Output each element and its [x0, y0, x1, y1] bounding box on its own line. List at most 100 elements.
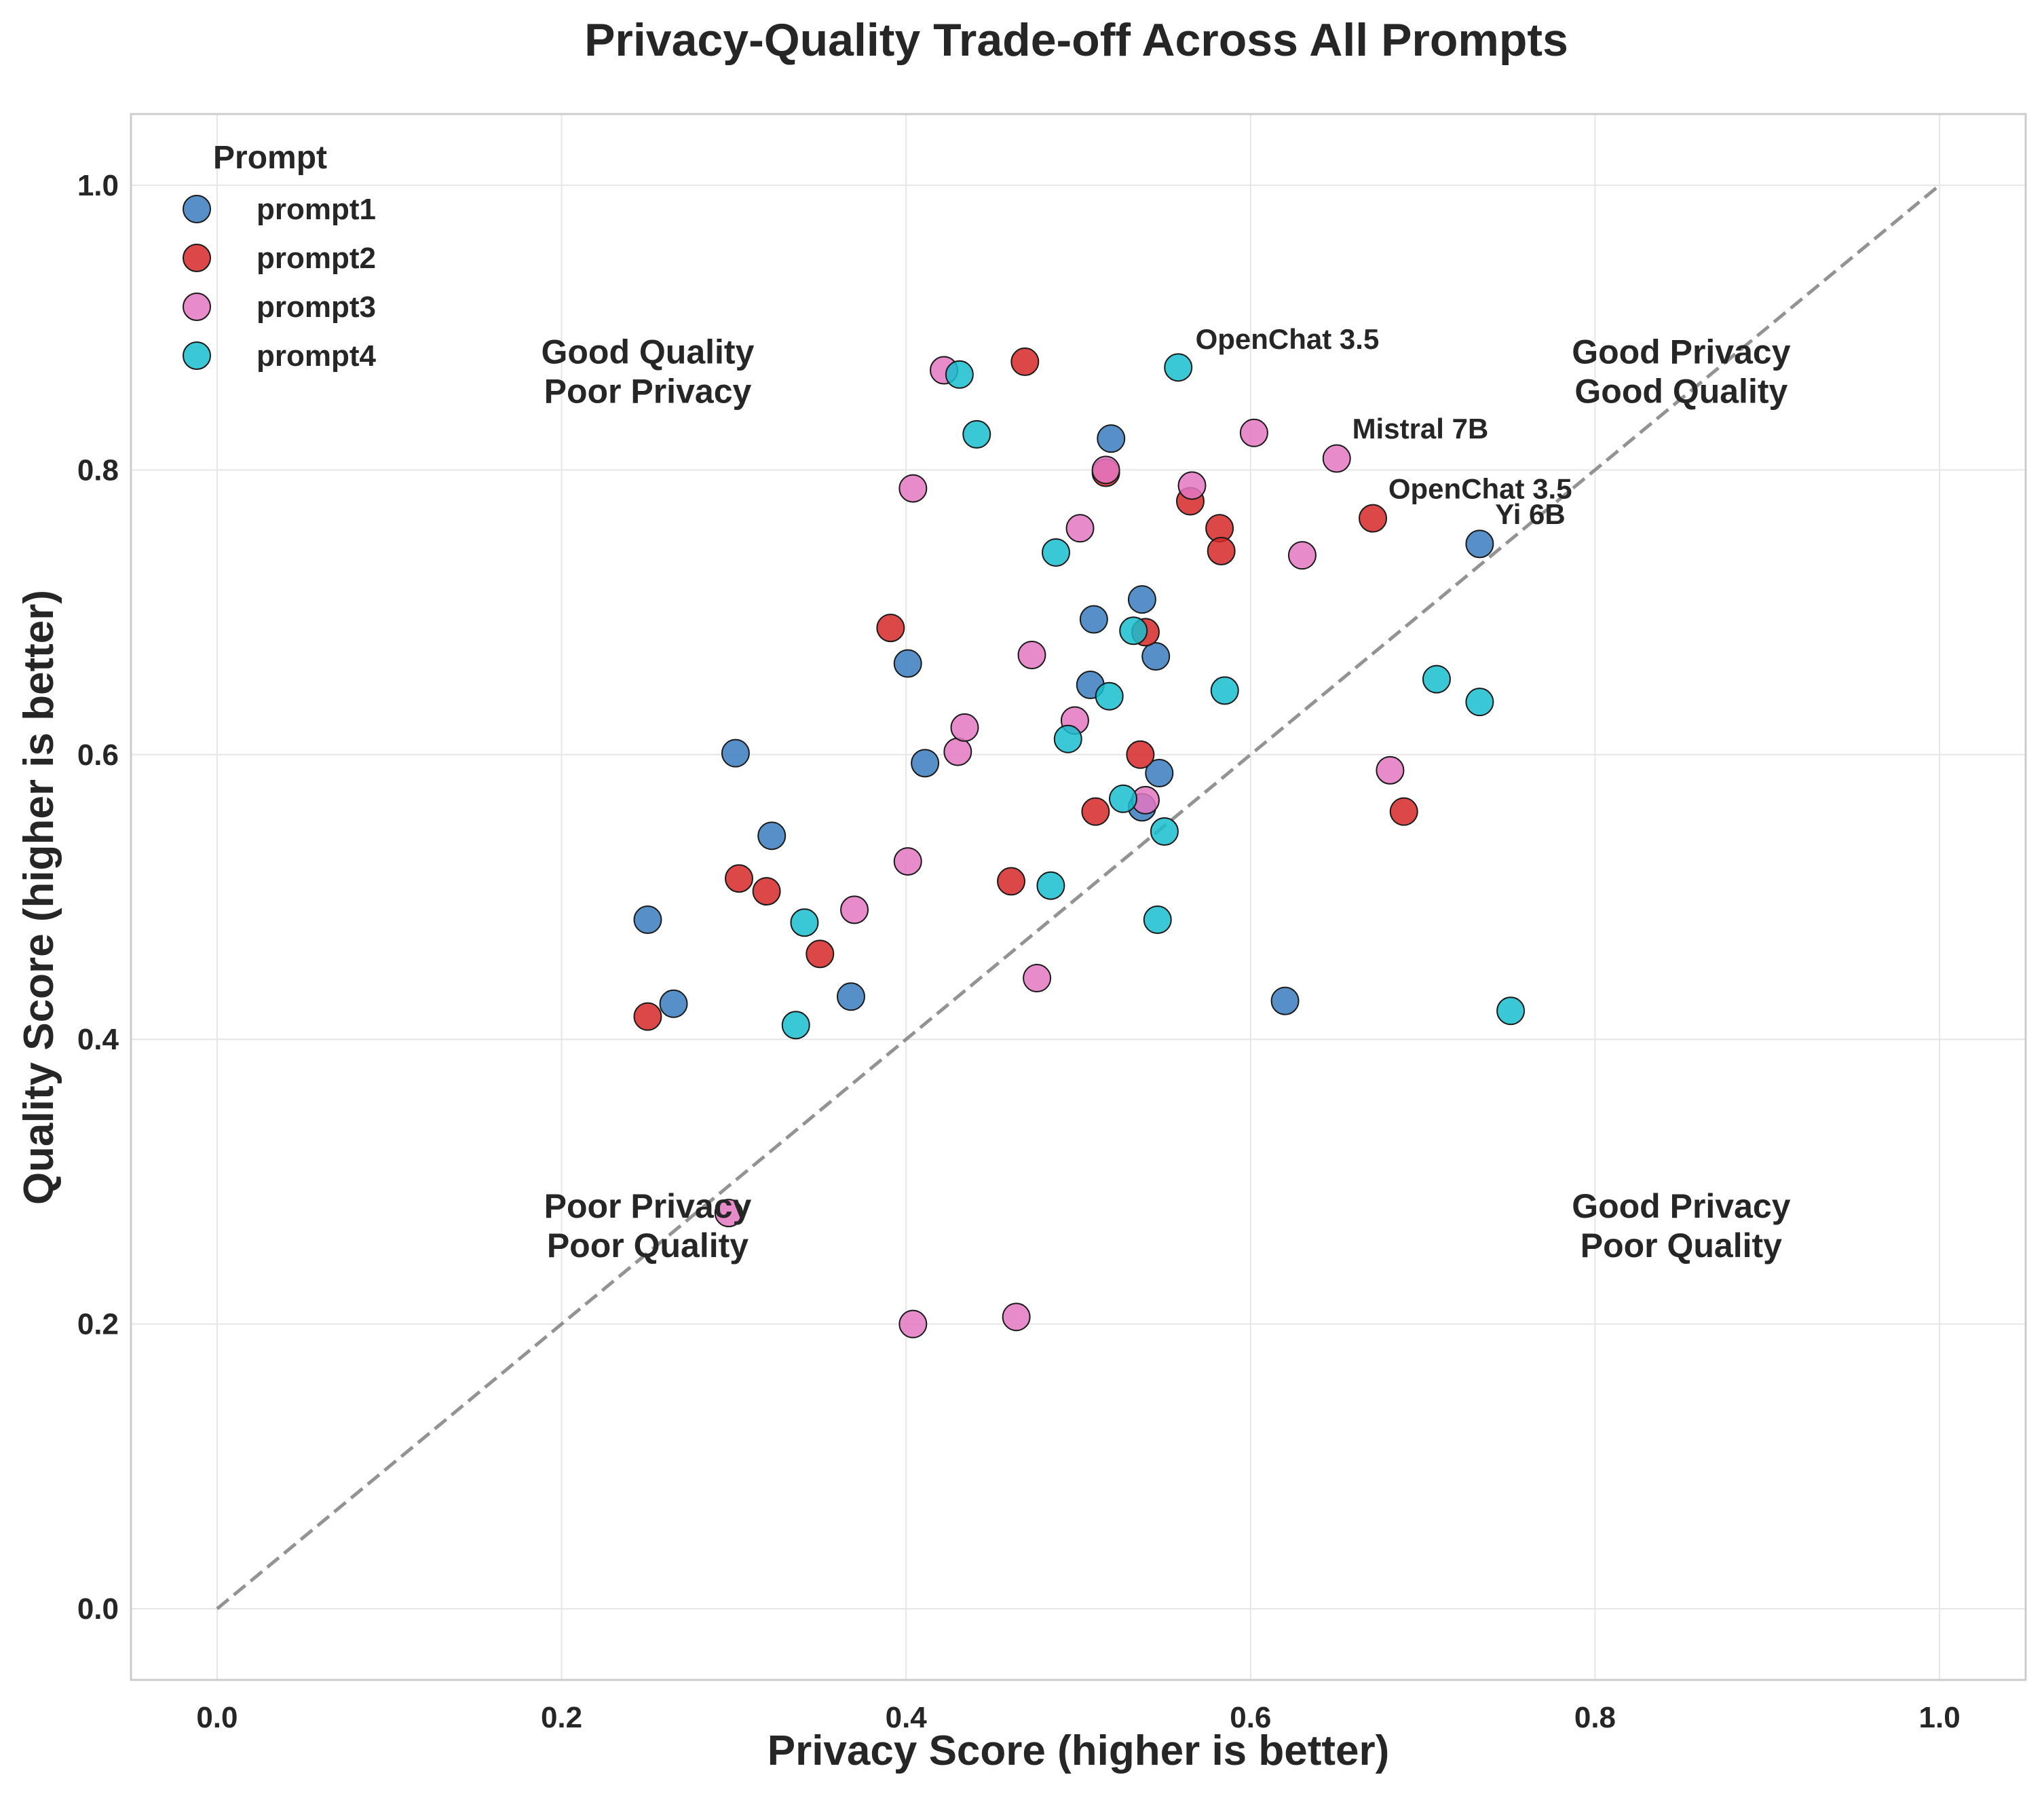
data-point: [911, 749, 940, 778]
point-annotation: OpenChat 3.5: [1388, 472, 1572, 504]
point-annotation: Mistral 7B: [1352, 413, 1489, 445]
data-point: [950, 713, 979, 742]
point-annotation: Yi 6B: [1495, 498, 1565, 530]
quadrant-label: Good Privacy Poor Quality: [1572, 1187, 1791, 1265]
quadrant-label-line: Good Privacy: [1572, 1187, 1791, 1225]
y-tick-label: 0.8: [77, 453, 119, 487]
data-point: [840, 895, 869, 924]
data-point: [1270, 986, 1300, 1015]
data-point: [1207, 536, 1236, 565]
data-point: [714, 1199, 743, 1228]
data-point: [1465, 688, 1494, 717]
quadrant-label: Poor Privacy Poor Quality: [544, 1187, 752, 1265]
legend: Prompt prompt1 prompt2 prompt3 prompt4: [183, 140, 377, 373]
y-tick-label: 0.4: [77, 1023, 119, 1056]
quadrant-label-line: Poor Privacy: [544, 1187, 752, 1225]
data-point: [757, 821, 787, 850]
data-point: [1287, 541, 1317, 570]
quadrant-label-line: Good Privacy: [1572, 333, 1791, 371]
x-tick-label: 1.0: [1919, 1701, 1961, 1734]
data-point: [1496, 996, 1526, 1026]
data-point: [893, 847, 922, 876]
data-point: [1422, 665, 1451, 694]
data-point: [1376, 755, 1405, 785]
data-point: [898, 474, 928, 503]
quadrant-label-line: Poor Quality: [1581, 1227, 1782, 1265]
data-point: [893, 649, 922, 678]
data-point: [836, 982, 865, 1011]
data-point: [962, 419, 991, 449]
data-point: [781, 1011, 810, 1040]
y-tick-label: 0.2: [77, 1308, 119, 1341]
series-prompt3: [714, 356, 1405, 1339]
data-point: [724, 864, 753, 893]
axis-ticks: 0.0 0.2 0.4 0.6 0.8 1.0 0.0 0.2 0.4 0.6 0.8 1.0: [77, 169, 1961, 1734]
quadrant-label-line: Poor Privacy: [544, 373, 752, 411]
x-tick-label: 0.2: [541, 1701, 582, 1734]
x-tick-label: 0.4: [886, 1701, 928, 1734]
data-point: [1108, 784, 1137, 813]
data-point: [945, 360, 974, 389]
data-point: [1119, 616, 1148, 646]
data-point: [806, 939, 835, 969]
data-point: [752, 877, 781, 906]
data-point: [633, 1002, 662, 1031]
legend-marker: [183, 341, 211, 370]
legend-label: prompt2: [257, 242, 376, 275]
data-point: [1042, 538, 1071, 567]
data-point: [876, 614, 905, 643]
legend-marker: [183, 244, 211, 272]
data-point: [659, 989, 688, 1018]
legend-title: Prompt: [213, 140, 327, 176]
data-point: [1095, 681, 1124, 711]
data-point: [1164, 353, 1193, 382]
x-tick-label: 0.6: [1230, 1701, 1271, 1734]
legend-marker: [183, 293, 211, 321]
data-points: [633, 347, 1526, 1339]
data-point: [1389, 797, 1418, 826]
plot-frame: [130, 113, 2027, 1681]
data-point: [1141, 642, 1171, 671]
data-point: [997, 867, 1026, 896]
data-point: [1091, 455, 1120, 485]
data-point: [1150, 817, 1179, 846]
chart-title: Privacy-Quality Trade-off Across All Pro…: [584, 14, 1568, 66]
y-tick-label: 0.0: [77, 1592, 119, 1626]
data-point: [1081, 797, 1110, 826]
data-point: [721, 738, 750, 768]
data-point: [1017, 640, 1046, 669]
data-point: [1023, 964, 1052, 993]
series-prompt4: [781, 353, 1526, 1040]
quadrant-label-line: Poor Quality: [547, 1227, 749, 1265]
data-point: [1097, 424, 1126, 453]
data-point: [1126, 740, 1155, 769]
data-point: [1177, 471, 1207, 500]
data-point: [633, 905, 662, 935]
data-point: [898, 1309, 928, 1339]
data-point: [1010, 347, 1040, 376]
data-point: [1210, 676, 1239, 705]
data-point: [1036, 871, 1065, 900]
data-point: [1065, 514, 1095, 543]
point-annotation: OpenChat 3.5: [1196, 323, 1380, 355]
chart-text: Privacy-Quality Trade-off Across All Pro…: [16, 14, 1568, 1774]
data-point: [1322, 444, 1351, 473]
data-point: [1079, 605, 1108, 634]
data-point: [943, 737, 972, 766]
quadrant-label: Good Quality Poor Privacy: [542, 333, 755, 411]
legend-marker: [183, 195, 211, 223]
data-point: [1239, 418, 1268, 447]
grid: [131, 114, 2026, 1680]
y-axis-label: Quality Score (higher is better): [16, 590, 62, 1205]
data-point: [1002, 1303, 1031, 1332]
data-point: [1465, 529, 1494, 559]
quadrant-label-line: Good Quality: [1574, 373, 1787, 411]
data-point: [1145, 759, 1174, 788]
quadrant-label: Good Privacy Good Quality: [1572, 333, 1791, 411]
x-tick-label: 0.0: [196, 1701, 238, 1734]
reference-line-layer: [216, 183, 1941, 1611]
